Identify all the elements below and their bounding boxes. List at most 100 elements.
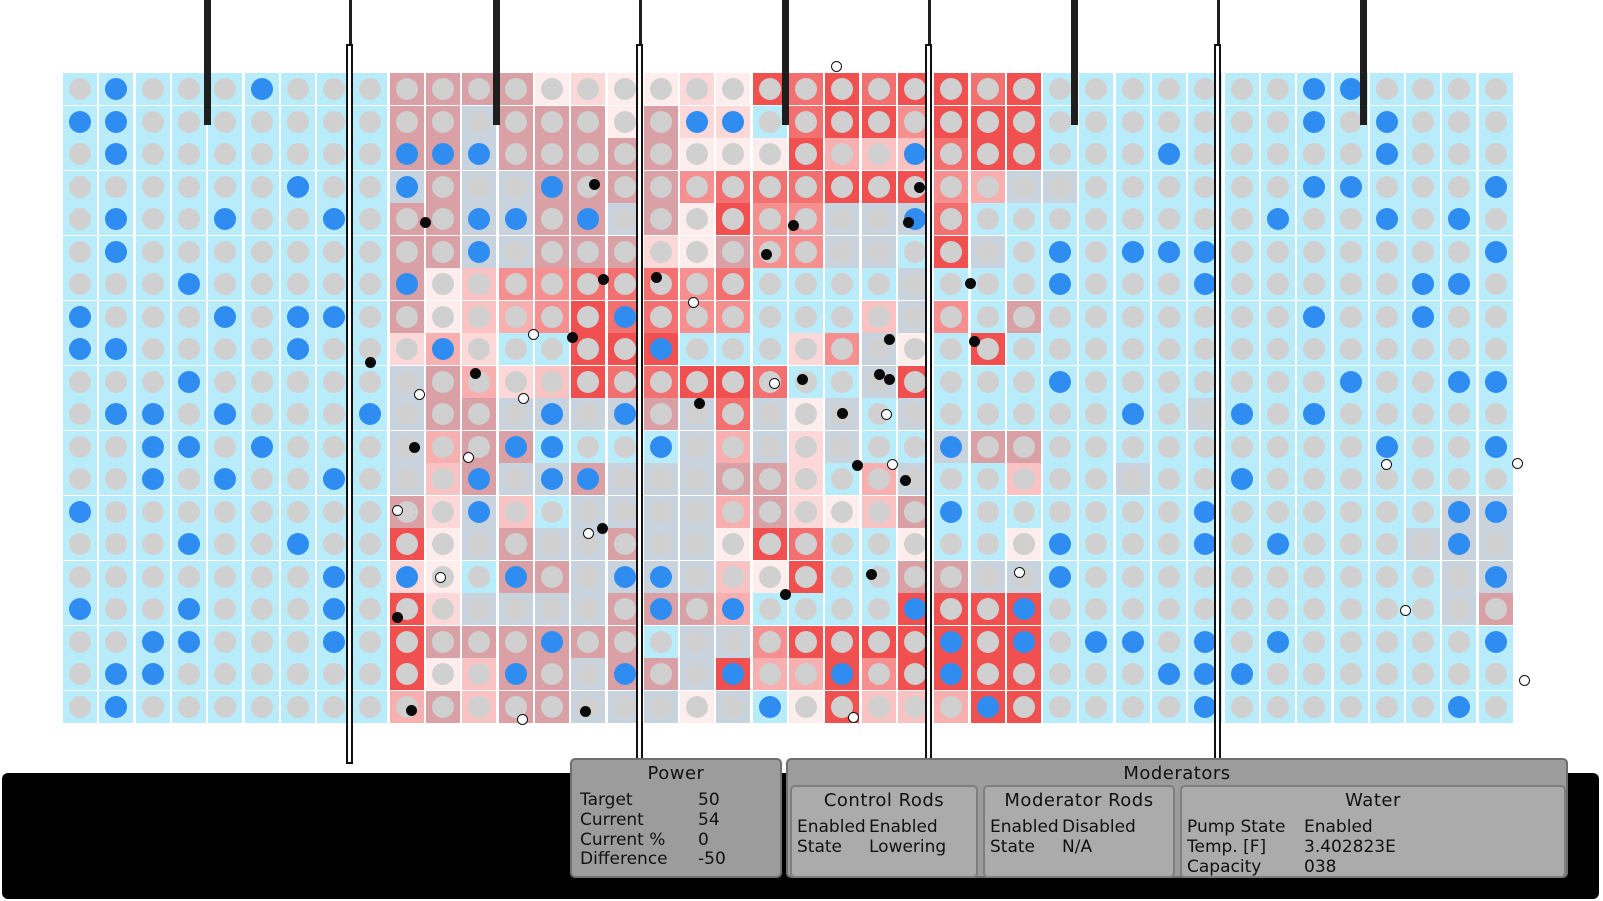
reactor-cell [1224, 203, 1259, 235]
fuel-atom [105, 273, 128, 295]
fuel-atom [1158, 208, 1180, 230]
fuel-atom [1158, 78, 1180, 100]
reactor-cell [1333, 593, 1368, 625]
fuel-atom [1012, 695, 1035, 718]
fuel-atom [1266, 500, 1289, 523]
fast-neutron [597, 523, 608, 534]
fuel-atom [831, 500, 854, 523]
fuel-atom [1049, 500, 1072, 523]
reactor-cell [1152, 203, 1186, 235]
reactor-cell [99, 333, 134, 365]
fuel-atom [177, 500, 200, 523]
fuel-atom [1303, 695, 1326, 718]
fuel-atom [141, 598, 164, 620]
fuel-atom [359, 273, 382, 295]
fuel-atom [250, 403, 273, 425]
reactor-cell [716, 495, 751, 528]
reactor-cell [680, 203, 715, 235]
reactor-cell [1006, 495, 1041, 528]
fuel-atom [1303, 370, 1326, 393]
uranium-atom [1484, 565, 1507, 588]
reactor-cell [716, 430, 751, 463]
uranium-atom [540, 468, 563, 490]
reactor-cell [571, 560, 606, 593]
reactor-cell [1478, 170, 1513, 203]
fuel-atom [722, 305, 745, 328]
reactor-cell [426, 333, 460, 365]
fuel-atom [577, 663, 600, 685]
fuel-atom [795, 598, 817, 620]
reactor-cell [1406, 658, 1441, 690]
fuel-atom [432, 78, 454, 100]
reactor-cell [861, 528, 896, 560]
fuel-atom [1484, 78, 1507, 100]
reactor-cell [462, 560, 497, 593]
reactor-cell [1224, 73, 1259, 105]
reactor-cell [752, 73, 787, 105]
fuel-atom [1375, 240, 1398, 263]
fuel-atom [69, 468, 91, 490]
fuel-atom [1339, 240, 1362, 263]
reactor-cell [1369, 170, 1404, 203]
reactor-cell [861, 495, 896, 528]
reactor-cell [1369, 138, 1404, 170]
difference-value: -50 [698, 849, 726, 869]
reactor-cell [1152, 593, 1186, 625]
reactor-cell [63, 593, 97, 625]
fuel-atom [1375, 630, 1398, 653]
reactor-cell [861, 300, 896, 333]
reactor-cell [752, 268, 787, 300]
reactor-cell [426, 463, 460, 495]
reactor-cell [208, 528, 243, 560]
fuel-atom [1158, 175, 1180, 198]
rod-hanger [928, 0, 931, 44]
fuel-atom [1012, 403, 1035, 425]
uranium-atom [940, 663, 963, 685]
fuel-atom [105, 370, 128, 393]
reactor-cell [1297, 690, 1332, 723]
fuel-atom [686, 403, 709, 425]
reactor-cell [680, 463, 715, 495]
fuel-atom [504, 240, 527, 263]
reactor-cell [280, 495, 315, 528]
fuel-atom [468, 630, 491, 653]
fuel-atom [1412, 435, 1435, 458]
uranium-atom [1303, 403, 1326, 425]
fuel-atom [1121, 338, 1144, 360]
fuel-atom [69, 78, 91, 100]
reactor-cell [1333, 528, 1368, 560]
reactor-cell [752, 300, 787, 333]
fuel-atom [686, 273, 709, 295]
reactor-cell [63, 203, 97, 235]
fuel-atom [250, 500, 273, 523]
fuel-atom [1375, 565, 1398, 588]
fuel-atom [1158, 565, 1180, 588]
fuel-atom [323, 175, 346, 198]
fuel-atom [323, 338, 346, 360]
fuel-atom [1230, 240, 1253, 263]
fuel-atom [1085, 338, 1108, 360]
fuel-atom [1339, 598, 1362, 620]
fuel-atom [577, 110, 600, 133]
uranium-atom [323, 565, 346, 588]
fuel-atom [1412, 175, 1435, 198]
fuel-atom [758, 403, 781, 425]
fuel-atom [286, 468, 309, 490]
control-rod [1214, 44, 1221, 764]
fuel-atom [432, 175, 454, 198]
reactor-cell [680, 398, 715, 430]
reactor-cell [1406, 365, 1441, 398]
fuel-atom [831, 208, 854, 230]
reactor-cell [462, 593, 497, 625]
fuel-atom [649, 208, 672, 230]
fuel-atom [1339, 403, 1362, 425]
reactor-cell [789, 73, 823, 105]
fuel-atom [286, 110, 309, 133]
reactor-cell [208, 333, 243, 365]
fuel-atom [504, 175, 527, 198]
reactor-cell [426, 203, 460, 235]
fuel-atom [177, 78, 200, 100]
reactor-cell [1406, 495, 1441, 528]
fuel-atom [976, 110, 999, 133]
uranium-atom [1194, 240, 1217, 263]
